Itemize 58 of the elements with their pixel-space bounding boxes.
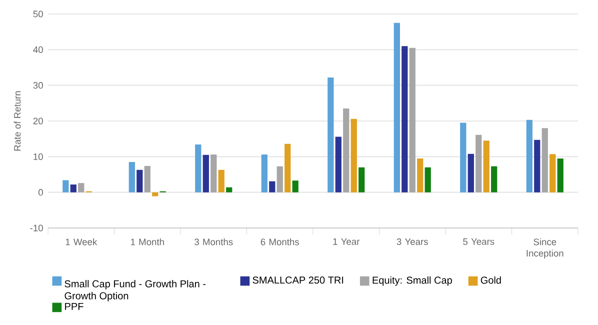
bar bbox=[476, 134, 482, 192]
bar bbox=[343, 108, 350, 192]
bar bbox=[557, 158, 564, 192]
bar bbox=[468, 154, 474, 192]
y-tick-label: -10 bbox=[30, 224, 43, 232]
legend-label: PPF bbox=[65, 302, 84, 310]
y-tick-label: 40 bbox=[33, 46, 43, 53]
x-tick-label: 3 Months bbox=[194, 238, 233, 246]
bar bbox=[261, 154, 268, 192]
x-tick-label: 1 Year bbox=[333, 238, 360, 245]
legend-label: Equity: Small Cap bbox=[372, 276, 452, 286]
bar bbox=[358, 167, 365, 192]
y-tick-label: 10 bbox=[34, 153, 43, 160]
bar bbox=[136, 170, 143, 192]
y-tick-label: 30 bbox=[33, 82, 43, 89]
bar bbox=[284, 144, 291, 192]
bar bbox=[417, 158, 424, 192]
bar bbox=[128, 162, 135, 192]
y-tick-label: 20 bbox=[33, 118, 43, 124]
bar bbox=[402, 46, 408, 192]
bar bbox=[70, 184, 76, 192]
y-tick-label: 50 bbox=[33, 10, 43, 18]
bar bbox=[144, 166, 150, 192]
bar bbox=[460, 122, 466, 192]
bar bbox=[210, 154, 217, 192]
bar bbox=[550, 154, 556, 192]
bar bbox=[276, 166, 283, 192]
bar bbox=[269, 181, 276, 192]
x-tick-label: 6 Months bbox=[260, 238, 299, 246]
y-axis-title: Rate of Return bbox=[14, 91, 21, 151]
bar bbox=[292, 180, 298, 192]
bar bbox=[328, 77, 334, 192]
y-tick-label: 0 bbox=[38, 189, 43, 196]
bar bbox=[78, 183, 84, 192]
x-tick-label: 3 Years bbox=[396, 238, 428, 245]
x-tick-label: 1 Month bbox=[130, 238, 164, 246]
x-tick-label: 5 Years bbox=[463, 238, 494, 245]
bar bbox=[226, 187, 232, 192]
bar bbox=[483, 140, 490, 192]
bar bbox=[335, 136, 342, 192]
bar bbox=[218, 170, 224, 192]
legend-label: Small Cap Fund - Growth Plan - Growth Option bbox=[64, 280, 206, 302]
bar bbox=[152, 192, 158, 196]
bar bbox=[394, 22, 400, 192]
bar bbox=[424, 167, 431, 192]
bar bbox=[195, 144, 202, 192]
x-tick-label: Since Inception bbox=[526, 238, 564, 258]
bar bbox=[202, 154, 209, 192]
bar bbox=[350, 118, 357, 192]
bar bbox=[409, 48, 416, 192]
bar bbox=[534, 140, 540, 192]
bar bbox=[526, 120, 532, 192]
legend-label: Gold bbox=[480, 276, 501, 284]
bar bbox=[491, 166, 498, 192]
bar bbox=[62, 180, 69, 192]
x-tick-label: 1 Week bbox=[66, 238, 98, 246]
legend-label: SMALLCAP 250 TRI bbox=[252, 276, 344, 284]
bar bbox=[542, 128, 548, 192]
